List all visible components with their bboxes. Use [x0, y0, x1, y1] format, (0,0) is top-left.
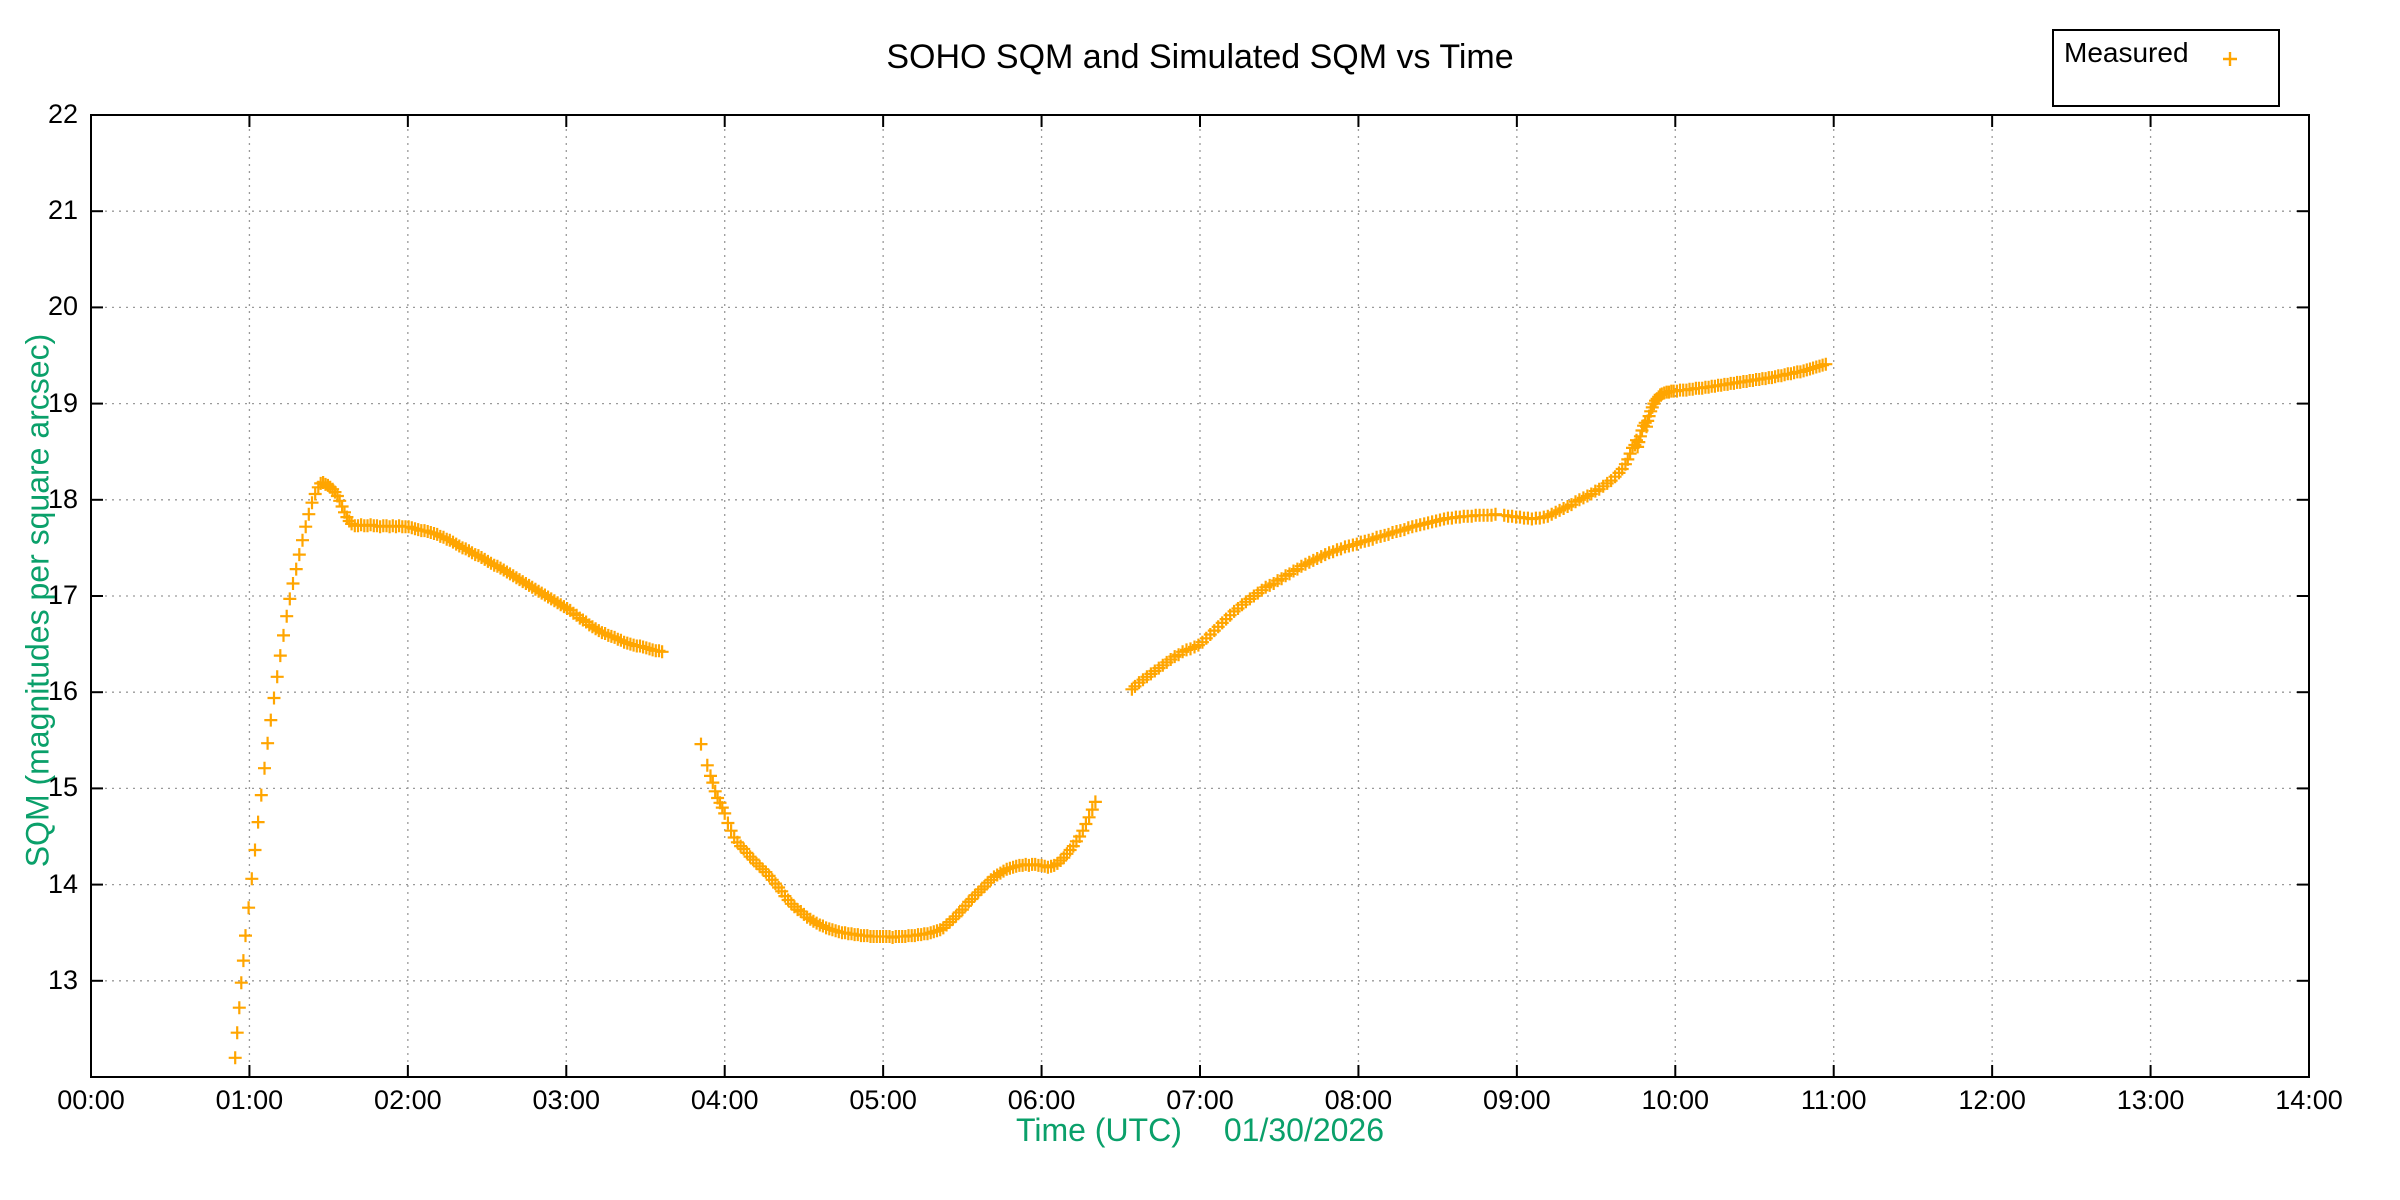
x-tick-label: 14:00	[2275, 1085, 2343, 1115]
plus-marker-icon	[2223, 52, 2237, 66]
date-annotation: 01/30/2026	[1223, 1112, 1385, 1148]
y-tick-label: 22	[47, 99, 78, 129]
x-tick-label: 13:00	[2116, 1085, 2185, 1115]
measured-series-markers	[228, 357, 1833, 1065]
x-tick-label: 05:00	[849, 1085, 917, 1115]
y-tick-label: 13	[47, 964, 78, 995]
y-tick-label: 19	[47, 387, 78, 418]
x-tick-label: 11:00	[1800, 1085, 1867, 1115]
chart-title: SOHO SQM and Simulated SQM vs Time	[886, 38, 1514, 76]
x-tick-label: 04:00	[690, 1085, 759, 1115]
x-tick-label: 12:00	[1958, 1085, 2026, 1115]
x-tick-label: 00:00	[57, 1085, 125, 1115]
x-tick-label: 09:00	[1483, 1085, 1551, 1115]
x-tick-label: 07:00	[1166, 1085, 1234, 1115]
y-tick-label: 14	[47, 868, 78, 899]
y-tick-label: 21	[47, 195, 78, 226]
x-tick-label: 02:00	[374, 1085, 442, 1115]
y-tick-label: 18	[47, 483, 78, 514]
x-tick-label: 10:00	[1641, 1085, 1710, 1115]
y-tick-label: 16	[47, 676, 78, 707]
legend-entry-measured: Measured	[2064, 37, 2189, 68]
x-axis-label: Time (UTC)	[1015, 1112, 1182, 1148]
x-axis-label-row: Time (UTC) 01/30/2026	[91, 1112, 2309, 1149]
y-tick-label: 20	[47, 291, 78, 322]
x-tick-label: 03:00	[532, 1085, 601, 1115]
x-tick-label: 08:00	[1324, 1085, 1393, 1115]
y-tick-label: 15	[47, 772, 78, 803]
x-tick-label: 06:00	[1007, 1085, 1076, 1115]
y-tick-label: 17	[47, 580, 78, 610]
legend-box: Measured	[2052, 29, 2280, 107]
x-tick-label: 01:00	[215, 1085, 284, 1115]
